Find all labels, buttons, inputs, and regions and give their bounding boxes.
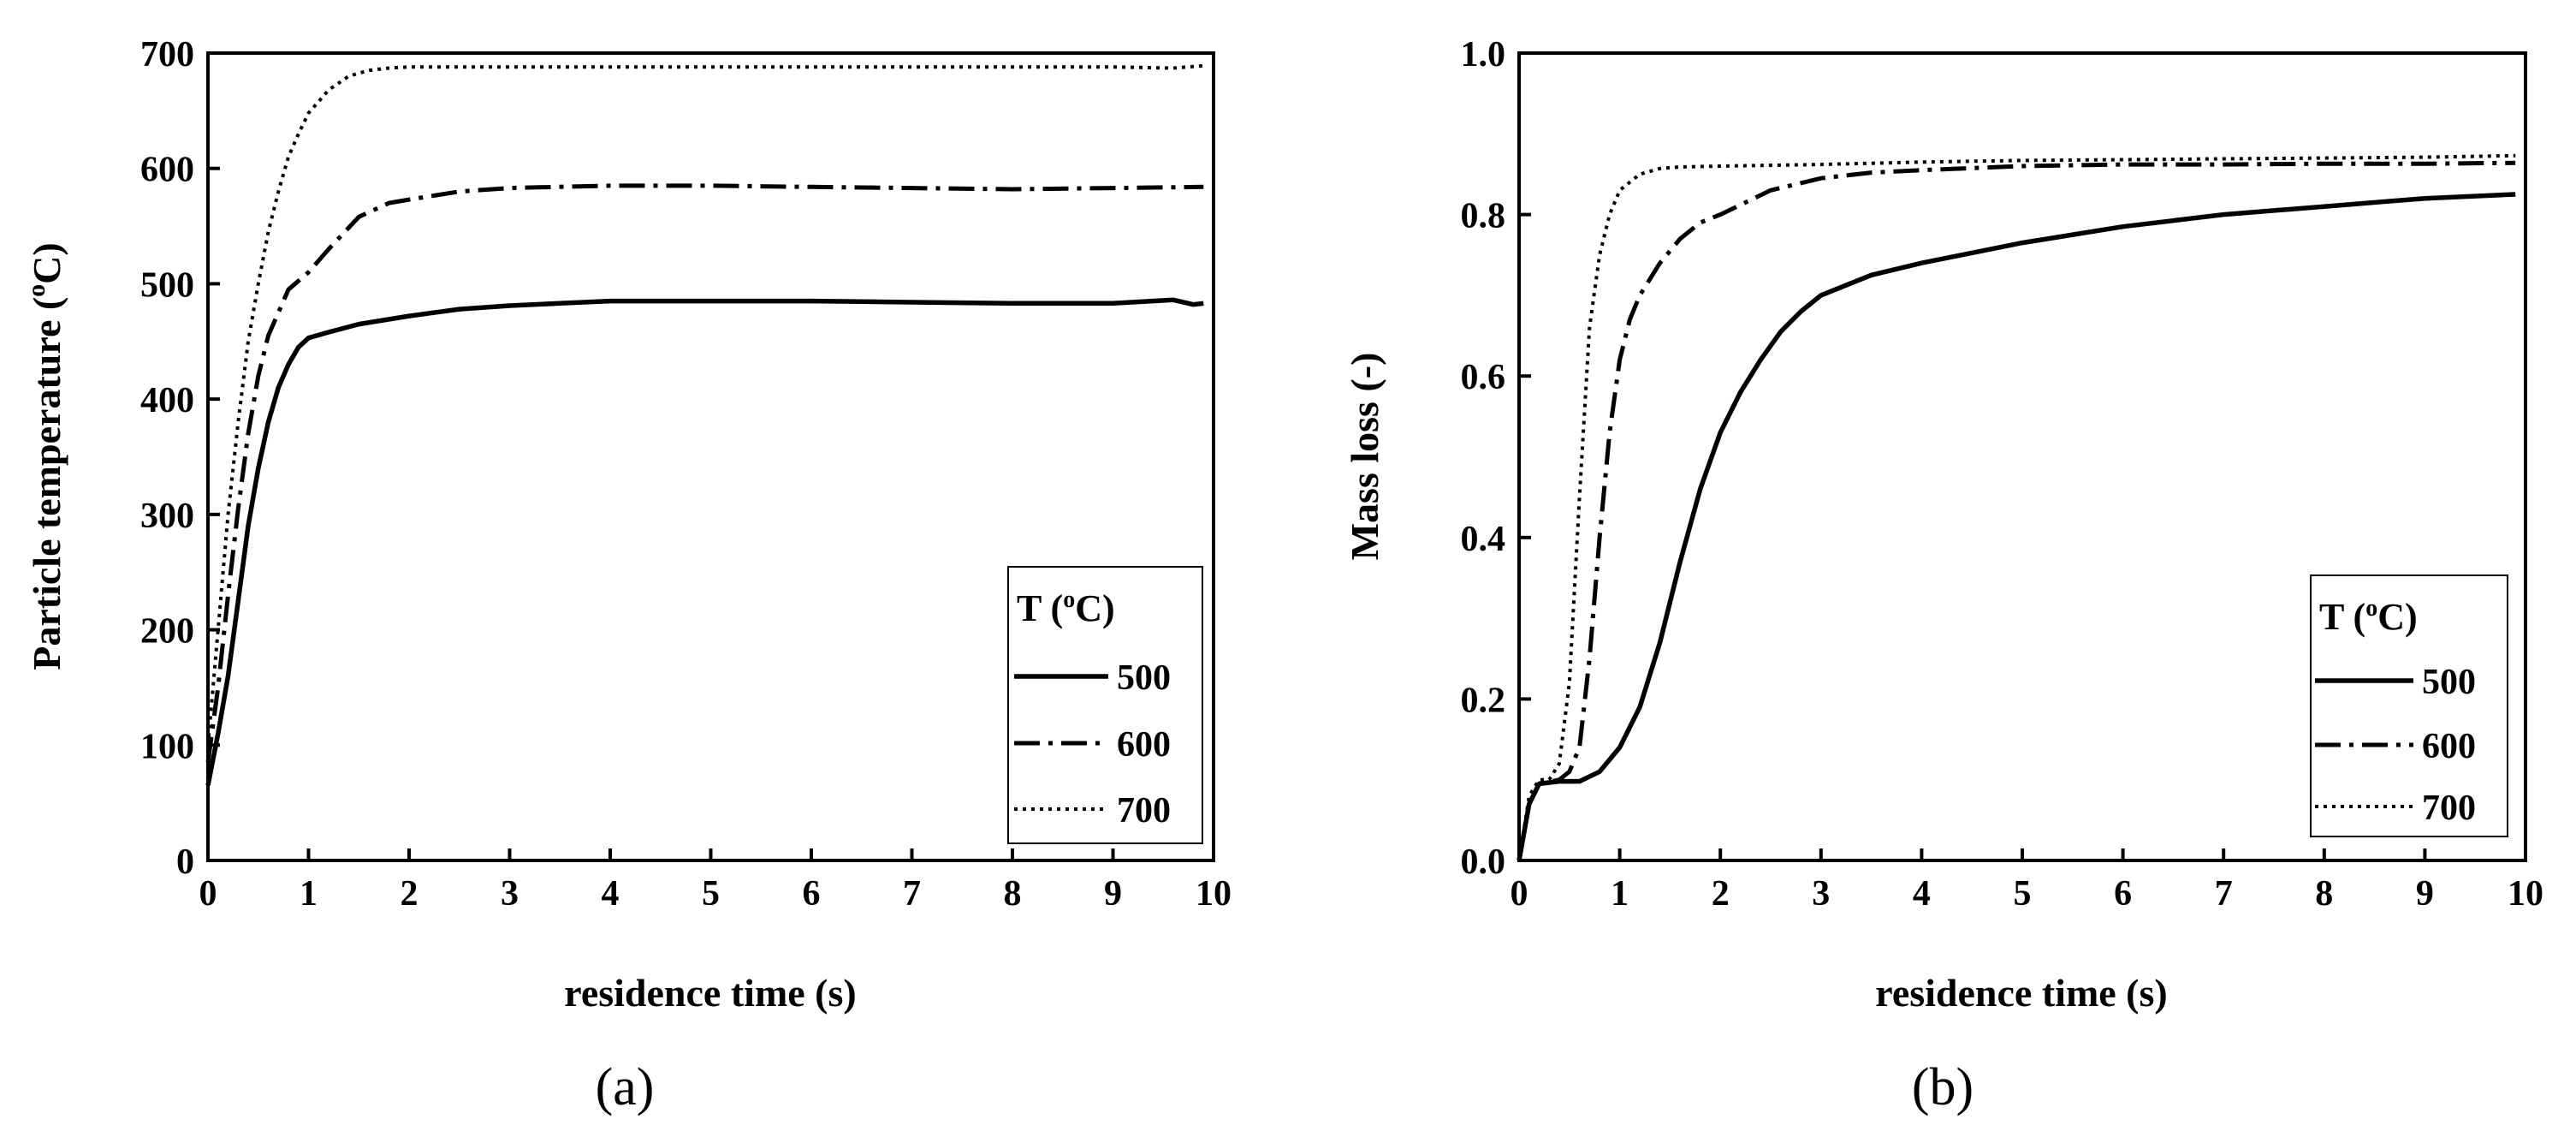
x-tick-label-a: 7	[903, 874, 921, 914]
y-tick-label-b: 1.0	[1461, 35, 1506, 74]
x-tick-label-b: 8	[2315, 874, 2333, 914]
y-tick-label-a: 300	[140, 497, 194, 536]
legend-box-b	[2310, 574, 2508, 837]
x-tick-label-a: 3	[501, 874, 519, 914]
y-axis-title-b: Mass loss (-)	[1343, 353, 1386, 561]
x-tick-label-b: 10	[2508, 874, 2543, 914]
y-tick-label-b: 0.2	[1461, 681, 1506, 720]
panel-label-b: (b)	[1912, 1058, 1974, 1116]
y-tick-label-a: 200	[140, 612, 194, 652]
x-tick-label-b: 2	[1712, 874, 1730, 914]
y-tick-label-b: 0.0	[1461, 842, 1506, 882]
x-tick-label-a: 5	[702, 874, 720, 914]
y-tick-label-a: 400	[140, 381, 194, 420]
x-tick-label-a: 6	[803, 874, 821, 914]
x-tick-label-a: 8	[1004, 874, 1022, 914]
x-tick-label-a: 10	[1196, 874, 1232, 914]
series-line-700-b	[1517, 153, 2516, 861]
y-axis-title-a: Particle temperature (oC)	[22, 242, 68, 670]
x-tick-label-a: 1	[300, 874, 318, 914]
legend-entry-600-a: 600	[1117, 725, 1171, 765]
legend-b: T (oC) 500 600 700	[2310, 574, 2508, 837]
y-tick-label-a: 700	[140, 35, 194, 74]
y-tick-label-a: 500	[140, 265, 194, 305]
series-line-600-a	[205, 183, 1204, 763]
series-line-500-b	[1517, 192, 2516, 861]
legend-box-a	[1007, 566, 1203, 844]
legend-entry-600-b: 600	[2422, 727, 2476, 766]
x-tick-label-b: 5	[2014, 874, 2032, 914]
legend-title-a: T (oC)	[1017, 586, 1115, 629]
series-line-700-a	[206, 63, 1204, 746]
x-tick-label-a: 4	[602, 874, 620, 914]
x-tick-label-b: 9	[2416, 874, 2434, 914]
panel-b: 0 1 2 3 4 5 6 7 8 9 10 0.0 0.2 0.4 0.6 0.8 1.0 residence…	[1343, 35, 2543, 1116]
x-tick-label-b: 0	[1511, 874, 1528, 914]
x-axis-title-a: residence time (s)	[564, 971, 856, 1015]
x-tick-label-b: 6	[2114, 874, 2132, 914]
x-tick-label-b: 4	[1913, 874, 1931, 914]
y-tick-label-b: 0.4	[1461, 520, 1506, 559]
x-tick-label-b: 1	[1611, 874, 1629, 914]
y-tick-label-b: 0.6	[1461, 358, 1506, 397]
series-line-600-b	[1517, 160, 2516, 861]
y-tick-label-a: 100	[140, 727, 194, 766]
x-tick-label-a: 2	[401, 874, 418, 914]
panel-label-a: (a)	[596, 1058, 655, 1116]
x-tick-label-a: 9	[1104, 874, 1122, 914]
x-tick-label-b: 3	[1812, 874, 1830, 914]
series-line-500-a	[205, 297, 1204, 786]
legend-entry-500-b: 500	[2422, 663, 2476, 702]
x-tick-label-b: 7	[2215, 874, 2233, 914]
legend-entry-700-b: 700	[2422, 789, 2476, 828]
y-tick-label-a: 600	[140, 151, 194, 190]
x-tick-label-a: 0	[199, 874, 217, 914]
x-axis-title-b: residence time (s)	[1875, 971, 2167, 1015]
legend-entry-700-a: 700	[1117, 791, 1171, 830]
legend-a: T (oC) 500 600 700	[1007, 566, 1203, 844]
legend-entry-500-a: 500	[1117, 658, 1171, 698]
legend-title-b: T (oC)	[2319, 595, 2418, 638]
y-tick-label-b: 0.8	[1461, 197, 1506, 236]
y-tick-label-a: 0	[176, 842, 194, 882]
